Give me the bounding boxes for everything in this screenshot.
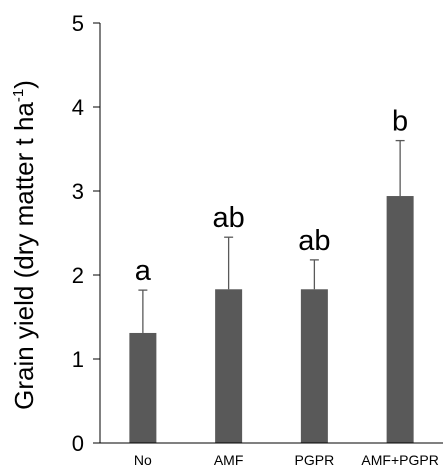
y-axis-title-close: ) xyxy=(9,80,39,89)
bar xyxy=(129,332,157,443)
bar xyxy=(300,289,328,443)
significance-letter: ab xyxy=(212,202,244,234)
y-axis-title-superscript: -1 xyxy=(10,89,27,102)
bar xyxy=(215,289,243,443)
significance-letter: b xyxy=(392,106,408,138)
bars xyxy=(129,196,414,443)
bar xyxy=(386,196,414,443)
significance-letter: a xyxy=(135,255,152,287)
error-bars xyxy=(138,139,405,333)
axes xyxy=(99,23,443,444)
y-axis-title-main: Grain yield (dry matter t ha xyxy=(9,102,39,410)
x-category-label: No xyxy=(134,452,152,468)
x-category-label: AMF xyxy=(214,452,244,468)
significance-letter: ab xyxy=(298,225,330,257)
y-axis-ticks: 0 1 2 3 4 5 xyxy=(72,11,100,456)
y-tick-label: 1 xyxy=(72,347,84,372)
y-tick-label: 4 xyxy=(72,95,84,120)
significance-letters: a ab ab b xyxy=(135,106,408,288)
y-tick-label: 3 xyxy=(72,179,84,204)
y-tick-label: 0 xyxy=(72,431,84,456)
x-category-label: PGPR xyxy=(295,452,335,468)
x-axis-categories: No AMF PGPR AMF+PGPR xyxy=(134,452,439,468)
y-tick-label: 2 xyxy=(72,263,84,288)
y-tick-label: 5 xyxy=(72,11,84,36)
y-axis-title: Grain yield (dry matter t ha-1) xyxy=(9,80,39,410)
x-category-label: AMF+PGPR xyxy=(361,452,438,468)
